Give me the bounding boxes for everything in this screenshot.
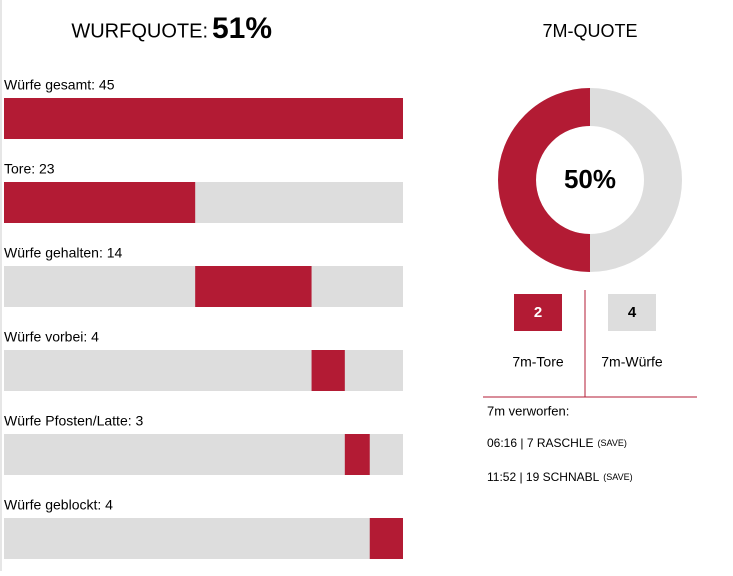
attempts-label: 7m-Würfe bbox=[601, 354, 663, 370]
shots-quota: 51% bbox=[212, 12, 272, 45]
missed-note: (SAVE) bbox=[603, 472, 632, 482]
goals-box bbox=[514, 294, 562, 331]
missed-note: (SAVE) bbox=[598, 438, 627, 448]
row-label: Würfe gesamt: 45 bbox=[4, 77, 115, 93]
missed-entry: 11:52 | 19 SCHNABL (SAVE) bbox=[487, 470, 633, 484]
donut-arc bbox=[498, 88, 591, 272]
shots-title: WURFQUOTE: bbox=[71, 20, 208, 42]
goals-label: 7m-Tore bbox=[512, 354, 564, 370]
missed-text: 06:16 | 7 RASCHLE bbox=[487, 436, 594, 450]
bar-track bbox=[4, 518, 403, 559]
attempts-box bbox=[608, 294, 656, 331]
attempts-count: 4 bbox=[628, 304, 637, 321]
missed-text: 11:52 | 19 SCHNABL bbox=[487, 470, 600, 484]
goals-count: 2 bbox=[534, 304, 542, 321]
penalty-title: 7M-QUOTE bbox=[542, 21, 637, 41]
row-label: Würfe vorbei: 4 bbox=[4, 329, 99, 345]
bar bbox=[344, 434, 370, 475]
bar bbox=[311, 350, 345, 391]
bar bbox=[4, 98, 403, 139]
penalty-percent: 50% bbox=[564, 164, 616, 194]
missed-title: 7m verworfen: bbox=[487, 403, 569, 418]
row-label: Würfe gehalten: 14 bbox=[4, 245, 123, 261]
bar bbox=[195, 266, 312, 307]
row-label: Tore: 23 bbox=[4, 161, 55, 177]
row-label: Würfe geblockt: 4 bbox=[4, 497, 113, 513]
bar-track bbox=[4, 434, 403, 475]
row-label: Würfe Pfosten/Latte: 3 bbox=[4, 413, 144, 429]
missed-entry: 06:16 | 7 RASCHLE (SAVE) bbox=[487, 436, 627, 450]
bar bbox=[4, 182, 196, 223]
bar bbox=[369, 518, 403, 559]
